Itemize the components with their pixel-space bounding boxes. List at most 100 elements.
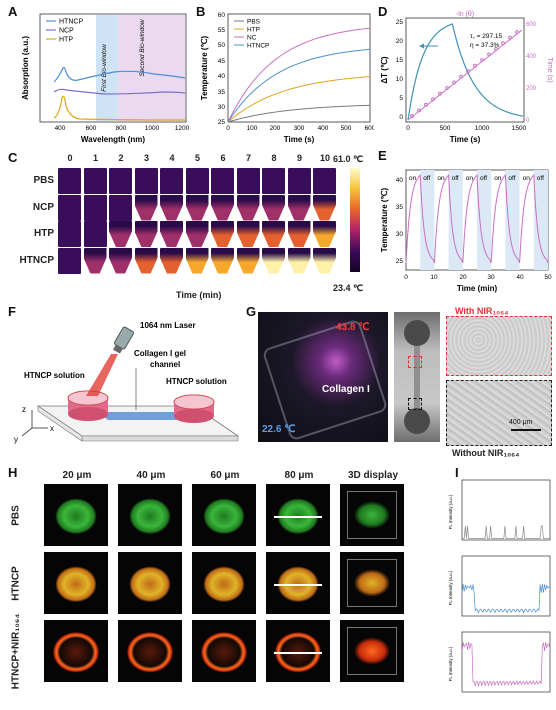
i-ylabel: FL Intensity (a.u.) (448, 646, 453, 681)
legend-a: HTNCP NCP HTP (46, 19, 83, 44)
thermal-image-cell (313, 168, 336, 194)
right-solution-label: HTNCP solution (166, 377, 227, 386)
htp-absorption-line (53, 95, 186, 121)
on-off-label: on (523, 175, 531, 182)
thermal-image-cell (262, 194, 285, 221)
bio-window-2-label: Second Bio-window (139, 18, 146, 76)
on-off-label: off (452, 175, 459, 182)
thermal-image-cell (236, 194, 260, 221)
thermal-image-cell (160, 247, 183, 274)
b-xtick: 100 (247, 125, 258, 132)
sample-row-label: HTP (34, 228, 54, 239)
fit-point (466, 69, 470, 74)
hot-temperature: 43.8 ℃ (336, 322, 370, 333)
confocal-image (44, 552, 108, 614)
a-xtick: 400 (55, 125, 66, 132)
fit-point (452, 80, 456, 85)
thermal-image-cell (160, 221, 183, 247)
thermal-image-cell (109, 221, 132, 247)
e-xtick: 20 (459, 274, 467, 281)
e-xtick: 50 (544, 274, 552, 281)
panel-label-h: H (8, 465, 18, 480)
collagen-channel (98, 412, 188, 420)
panel-label-a: A (8, 4, 18, 19)
b-ylabel: Temperature (℃) (200, 35, 209, 100)
thermal-image-cell (185, 194, 209, 221)
fluorescence-profile-plot: FL Intensity (a.u.) (448, 631, 551, 693)
cyclic-heating-chart: on off on off on off on off on off 0 10 20 30 40 … (380, 169, 552, 293)
3d-render-image (340, 620, 404, 682)
e-xtick: 0 (404, 274, 408, 281)
on-off-label: off (508, 175, 515, 182)
depth-column-label: 20 μm (62, 470, 92, 481)
time-column-label: 8 (271, 153, 277, 163)
on-off-label: off (537, 175, 544, 182)
thermal-image-cell (185, 168, 209, 194)
with-nir-micrograph (446, 316, 552, 376)
time-column-label: 0 (67, 153, 73, 163)
off-band (448, 170, 463, 270)
gel-label: Collagen I gel (134, 349, 186, 358)
fit-point (508, 35, 512, 40)
time-column-label: 4 (169, 153, 175, 163)
b-ytick: 60 (218, 12, 226, 19)
confocal-image (118, 484, 182, 546)
fit-point (410, 114, 414, 118)
thermal-image-cell (262, 168, 285, 194)
b-xtick: 300 (294, 125, 305, 132)
fit-point (501, 41, 505, 46)
thermal-image-cell (211, 221, 234, 247)
a-xlabel: Wavelength (nm) (81, 135, 145, 144)
confocal-image (266, 552, 330, 614)
intensity-profile-line (461, 583, 551, 614)
thermal-image-cell (236, 221, 260, 247)
e-xtick: 30 (487, 274, 495, 281)
b-ytick: 30 (218, 104, 226, 111)
time-column-label: 2 (118, 153, 124, 163)
thermal-image-cell (287, 168, 311, 194)
time-column-label: 7 (245, 153, 251, 163)
3d-render-image (340, 484, 404, 546)
d-y2tick: 400 (526, 54, 537, 60)
depth-column-label: 60 μm (210, 470, 240, 481)
3d-render-image (340, 552, 404, 614)
e-ytick: 40 (396, 177, 404, 184)
sample-row-label: HTNCP (19, 254, 54, 266)
fit-point (417, 108, 421, 113)
a-xtick: 600 (86, 125, 97, 132)
thermal-image-cell (109, 168, 132, 194)
photothermal-conversion-chart: -ln (θ) τ꜀ = 297.15 η = 37.3% 0 500 1000… (380, 11, 553, 144)
left-solution-label: HTNCP solution (24, 371, 85, 380)
fit-point (459, 74, 463, 79)
on-off-label: off (480, 175, 487, 182)
b-ytick: 55 (218, 27, 226, 34)
d-y2tick: 600 (526, 22, 537, 28)
chip-schematic: 1064 nm Laser Collagen I gel channel HTN… (14, 321, 240, 444)
time-column-label: 5 (194, 153, 200, 163)
laser-icon (113, 326, 134, 354)
time-column-label: 6 (220, 153, 226, 163)
scale-bar-label: 400 μm (509, 419, 533, 426)
d-ytick: 15 (396, 57, 404, 64)
thermal-image-cell (83, 168, 107, 194)
thermal-image-cell (313, 247, 336, 274)
time-column-label: 10 (319, 153, 330, 163)
legend-htncp: HTNCP (59, 19, 83, 26)
thermal-image-cell (58, 247, 81, 274)
htncp-absorption-line (53, 66, 186, 83)
b-ytick: 40 (218, 73, 226, 80)
fit-point (487, 52, 491, 57)
d-ytick: 5 (399, 95, 403, 102)
channel-photo (394, 312, 440, 442)
e-ytick: 30 (396, 231, 404, 238)
d-ytick: 25 (396, 19, 404, 26)
treatment-row-label: HTNCP+NIR₁₀₆₄ (10, 613, 22, 690)
e-xtick: 40 (516, 274, 524, 281)
legend-htp: HTP (247, 27, 260, 34)
tau-value: τ꜀ = 297.15 (470, 33, 502, 40)
e-xtick: 10 (430, 274, 438, 281)
collagen-label: Collagen I (322, 384, 370, 395)
sample-row-label: PBS (33, 175, 54, 186)
legend-htp: HTP (59, 37, 73, 44)
cold-temperature: 22.6 ℃ (262, 424, 296, 435)
